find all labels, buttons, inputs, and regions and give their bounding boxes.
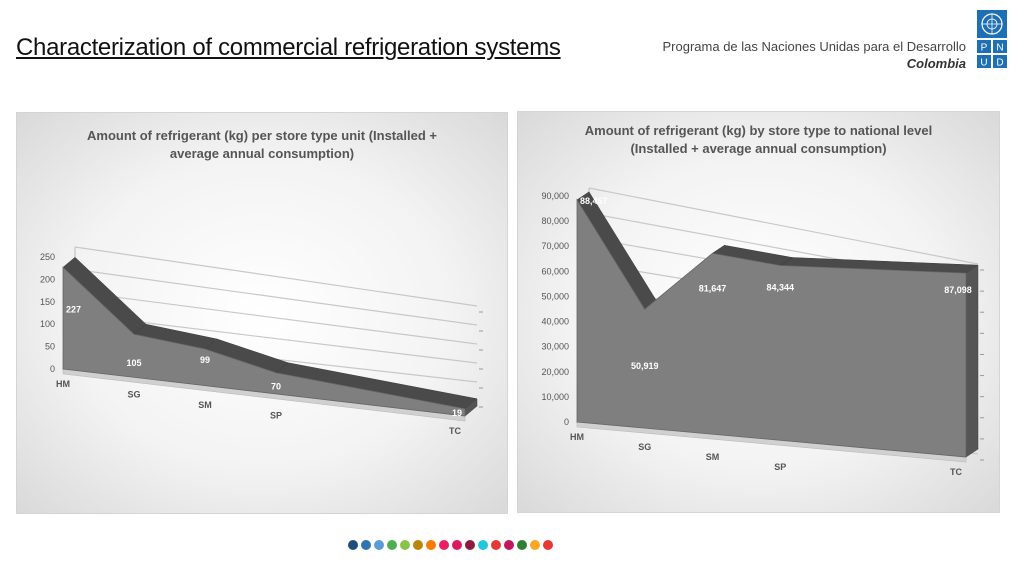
y-tick-label: 10,000 bbox=[541, 392, 569, 402]
data-label: 50,919 bbox=[631, 361, 659, 371]
chart-panel-national: Amount of refrigerant (kg) by store type… bbox=[517, 111, 1000, 513]
area-series bbox=[576, 198, 967, 458]
chart-panel-per-unit: Amount of refrigerant (kg) per store typ… bbox=[16, 112, 508, 514]
sdg-color-dots bbox=[348, 540, 553, 550]
data-label: 99 bbox=[200, 355, 210, 365]
sdg-dot bbox=[426, 540, 436, 550]
gridline bbox=[74, 291, 478, 345]
y-tick-label: 80,000 bbox=[541, 216, 569, 226]
y-tick-label: 20,000 bbox=[541, 367, 569, 377]
sdg-dot bbox=[543, 540, 553, 550]
sdg-dot bbox=[413, 540, 423, 550]
undp-logo: P N U D bbox=[977, 10, 1007, 68]
sdg-dot bbox=[348, 540, 358, 550]
category-label: SG bbox=[127, 390, 140, 400]
logo-letter: U bbox=[980, 58, 987, 69]
organization-line-1: Programa de las Naciones Unidas para el … bbox=[662, 39, 966, 54]
gridline bbox=[74, 268, 478, 326]
category-label: TC bbox=[950, 467, 962, 477]
data-label: 84,344 bbox=[766, 283, 794, 293]
category-label: SP bbox=[774, 462, 786, 472]
sdg-dot bbox=[491, 540, 501, 550]
sdg-dot bbox=[439, 540, 449, 550]
sdg-dot bbox=[465, 540, 475, 550]
y-tick-label: 200 bbox=[40, 274, 55, 284]
sdg-dot bbox=[530, 540, 540, 550]
y-tick-label: 40,000 bbox=[541, 317, 569, 327]
chart-title: Amount of refrigerant (kg) per store typ… bbox=[87, 128, 437, 161]
category-label: SM bbox=[198, 400, 212, 410]
area-chart-national: 0 10,000 20,000 30,000 40,000 50,000 60,000 70,… bbox=[541, 187, 984, 477]
sdg-dot bbox=[452, 540, 462, 550]
sdg-dot bbox=[400, 540, 410, 550]
slide-title: Characterization of commercial refrigera… bbox=[16, 34, 561, 61]
y-tick-label: 150 bbox=[40, 297, 55, 307]
data-label: 105 bbox=[126, 358, 141, 368]
logo-letter: N bbox=[996, 43, 1003, 54]
gridline bbox=[74, 246, 478, 307]
data-label: 227 bbox=[66, 304, 81, 314]
category-label: SG bbox=[638, 442, 651, 452]
organization-line-2: Colombia bbox=[906, 56, 966, 71]
y-tick-label: 0 bbox=[50, 364, 55, 374]
data-label: 70 bbox=[271, 382, 281, 392]
gridline bbox=[588, 187, 979, 265]
sdg-dot bbox=[478, 540, 488, 550]
y-tick-label: 50 bbox=[45, 342, 55, 352]
sdg-dot bbox=[361, 540, 371, 550]
y-tick-label: 70,000 bbox=[541, 241, 569, 251]
chart-title: Amount of refrigerant (kg) by store type… bbox=[584, 123, 933, 156]
category-label: SM bbox=[706, 452, 720, 462]
data-label: 88,467 bbox=[580, 196, 608, 206]
sdg-dot bbox=[517, 540, 527, 550]
y-tick-label: 30,000 bbox=[541, 342, 569, 352]
data-label: 81,647 bbox=[699, 283, 727, 293]
y-tick-label: 250 bbox=[40, 252, 55, 262]
area-series bbox=[62, 266, 466, 417]
area-chart-per-unit: 0 50 100 150 200 250 227 105 99 70 19 HM SG SM SP TC bbox=[40, 246, 483, 436]
y-tick-label: 60,000 bbox=[541, 266, 569, 276]
logo-letter: D bbox=[996, 58, 1003, 69]
sdg-dot bbox=[504, 540, 514, 550]
sdg-dot bbox=[387, 540, 397, 550]
y-tick-label: 90,000 bbox=[541, 191, 569, 201]
y-tick-label: 100 bbox=[40, 319, 55, 329]
data-label: 87,098 bbox=[944, 285, 972, 295]
data-label: 19 bbox=[452, 408, 462, 418]
organization-name: Programa de las Naciones Unidas para el … bbox=[663, 38, 966, 72]
y-tick-label: 0 bbox=[564, 417, 569, 427]
logo-letter: P bbox=[981, 43, 988, 54]
category-label: TC bbox=[449, 426, 461, 436]
sdg-dot bbox=[374, 540, 384, 550]
y-tick-label: 50,000 bbox=[541, 291, 569, 301]
category-label: SP bbox=[270, 411, 282, 421]
category-label: HM bbox=[56, 379, 70, 389]
category-label: HM bbox=[570, 432, 584, 442]
